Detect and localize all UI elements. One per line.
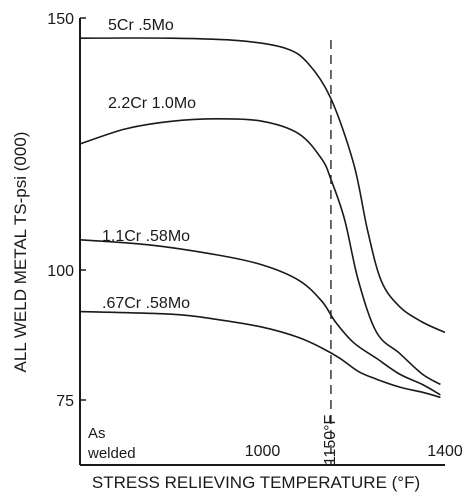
series-labels: 5Cr .5Mo 2.2Cr 1.0Mo 1.1Cr .58Mo .67Cr .58M… <box>102 17 196 312</box>
series-line <box>79 310 441 399</box>
reference-line-label: 1150°F <box>322 414 339 465</box>
series-line <box>79 37 446 334</box>
x-tick-label: 1400 <box>427 443 463 460</box>
series-label: 5Cr .5Mo <box>108 17 174 34</box>
x-axis-label: STRESS RELIEVING TEMPERATURE (°F) <box>92 473 420 492</box>
series-label: .67Cr .58Mo <box>102 295 190 312</box>
series-label: 1.1Cr .58Mo <box>102 228 190 245</box>
reference-line-group: 1150°F <box>322 40 339 465</box>
series-lines <box>79 37 446 399</box>
x-tick-label: 1000 <box>245 443 281 460</box>
y-axis-label: ALL WELD METAL TS-psi (000) <box>11 132 30 373</box>
y-tick-label: 150 <box>47 11 74 28</box>
series-line <box>79 117 441 386</box>
axes <box>79 18 445 466</box>
series-line <box>79 239 441 396</box>
x-start-label: As <box>88 425 106 442</box>
series-label: 2.2Cr 1.0Mo <box>108 95 196 112</box>
y-tick-label: 100 <box>47 263 74 280</box>
y-tick-label: 75 <box>56 393 74 410</box>
x-start-label: welded <box>87 445 136 462</box>
tick-labels: 150 100 75 1000 1400 As welded <box>47 11 463 462</box>
